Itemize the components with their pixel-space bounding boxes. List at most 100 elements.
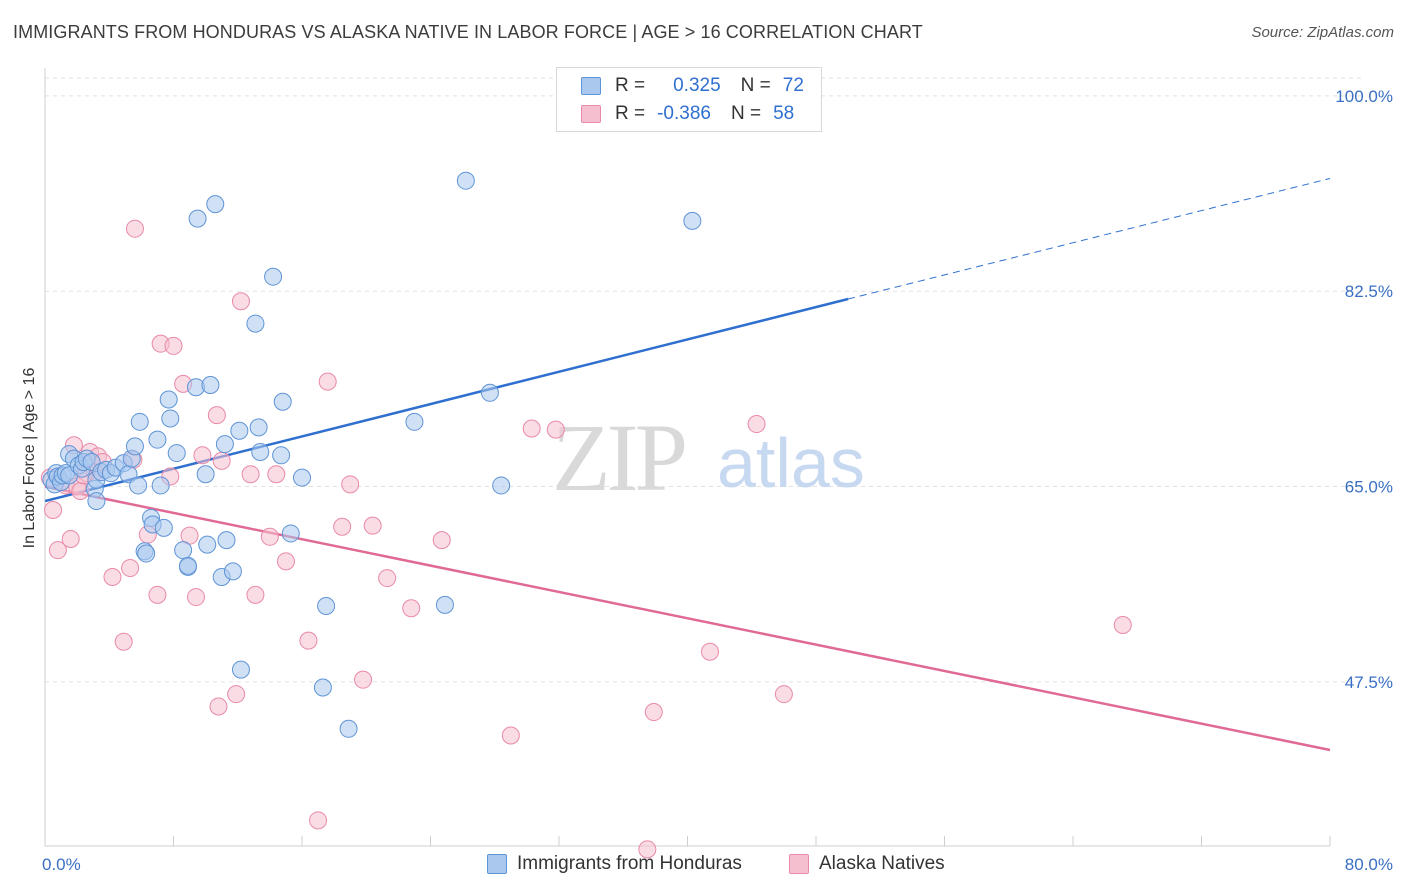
point-honduras — [201, 375, 220, 394]
point-alaska — [148, 585, 167, 604]
trend-line-honduras-extension — [848, 177, 1331, 300]
legend-n-value: 58 — [773, 103, 795, 124]
point-alaska — [378, 569, 397, 588]
legend-row-honduras: R = 0.325 N = 72 — [581, 73, 804, 99]
point-honduras — [215, 435, 234, 454]
legend-r-value: 0.325 — [673, 75, 721, 96]
point-alaska — [700, 642, 719, 661]
point-alaska — [61, 530, 80, 549]
point-alaska — [432, 531, 451, 550]
point-alaska — [501, 726, 520, 745]
point-honduras — [492, 476, 511, 495]
point-honduras — [174, 541, 193, 560]
point-alaska — [644, 703, 663, 722]
point-honduras — [251, 442, 270, 461]
tick-labels: 47.5% 65.0% 82.5% 100.0% 0.0% 80.0% — [42, 87, 1393, 874]
point-alaska — [1113, 615, 1132, 634]
point-alaska — [212, 451, 231, 470]
point-alaska — [121, 559, 140, 578]
point-honduras — [264, 267, 283, 286]
trend-line-honduras — [44, 297, 849, 503]
legend-item-honduras[interactable]: Immigrants from Honduras — [487, 852, 742, 876]
point-alaska — [333, 517, 352, 536]
point-honduras — [206, 195, 225, 214]
point-honduras — [456, 171, 475, 190]
point-alaska — [747, 415, 766, 434]
point-honduras — [137, 544, 156, 563]
stats-legend: R = 0.325 N = 72 R = -0.386 N = 58 — [556, 67, 822, 132]
point-alaska — [207, 406, 226, 425]
point-alaska — [276, 552, 295, 571]
point-honduras — [293, 468, 311, 487]
point-honduras — [125, 437, 144, 456]
legend-row-alaska: R = -0.386 N = 58 — [581, 101, 794, 127]
point-honduras — [167, 444, 186, 463]
point-alaska — [125, 219, 144, 238]
axes — [44, 68, 1331, 847]
legend-r-label: R = — [615, 103, 646, 124]
point-alaska — [241, 465, 260, 484]
point-alaska — [209, 697, 228, 716]
y-tick-label: 65.0% — [1345, 478, 1393, 497]
point-honduras — [178, 556, 197, 575]
point-honduras — [231, 660, 250, 679]
legend-r-value: -0.386 — [657, 103, 711, 124]
point-alaska — [260, 527, 279, 546]
point-honduras — [230, 421, 249, 440]
legend-n-label: N = — [740, 75, 771, 96]
watermark-atlas: atlas — [717, 424, 865, 502]
point-honduras — [159, 390, 178, 409]
point-honduras — [151, 476, 170, 495]
point-alaska — [246, 585, 265, 604]
legend-item-alaska[interactable]: Alaska Natives — [789, 852, 945, 876]
point-honduras — [480, 383, 499, 402]
point-alaska — [341, 475, 360, 494]
point-honduras — [249, 418, 268, 437]
point-alaska — [638, 840, 657, 859]
point-honduras — [87, 492, 106, 511]
point-honduras — [683, 211, 702, 230]
point-honduras — [246, 314, 265, 333]
point-alaska — [231, 292, 250, 311]
point-honduras — [313, 678, 332, 697]
point-honduras — [273, 392, 292, 411]
point-alaska — [774, 685, 793, 704]
trend-line-alaska — [44, 485, 1331, 752]
point-honduras — [196, 465, 215, 484]
y-tick-label: 82.5% — [1345, 282, 1393, 301]
legend-swatch-pink — [789, 854, 809, 874]
point-honduras — [188, 209, 207, 228]
point-alaska — [44, 501, 63, 519]
point-alaska — [186, 588, 205, 607]
watermark-zip: ZIP — [552, 404, 685, 511]
point-honduras — [317, 597, 336, 615]
point-honduras — [281, 524, 300, 543]
point-honduras — [148, 430, 167, 449]
legend-swatch-blue — [487, 854, 507, 874]
point-alaska — [299, 631, 318, 650]
x-tick-label: 80.0% — [1345, 855, 1393, 874]
legend-r-label: R = — [615, 75, 646, 96]
point-alaska — [193, 446, 212, 465]
y-tick-label: 100.0% — [1335, 87, 1393, 106]
legend-n-value: 72 — [782, 75, 804, 96]
point-honduras — [154, 518, 173, 537]
point-alaska — [522, 419, 541, 438]
legend-n-label: N = — [730, 103, 762, 124]
point-honduras — [405, 412, 424, 431]
grid-lines — [45, 77, 1365, 683]
point-alaska — [354, 670, 373, 689]
legend-label-honduras: Immigrants from Honduras — [517, 853, 742, 874]
point-honduras — [435, 595, 454, 614]
legend-swatch-pink — [581, 105, 601, 123]
legend-label-alaska: Alaska Natives — [819, 853, 945, 874]
point-honduras — [198, 535, 217, 554]
point-alaska — [48, 541, 67, 560]
legend-swatch-blue — [581, 77, 601, 95]
point-alaska — [103, 567, 122, 586]
point-honduras — [223, 562, 242, 581]
y-axis-label: In Labor Force | Age > 16 — [21, 368, 38, 549]
point-alaska — [363, 516, 382, 535]
point-alaska — [227, 685, 246, 704]
y-tick-label: 47.5% — [1345, 673, 1393, 692]
